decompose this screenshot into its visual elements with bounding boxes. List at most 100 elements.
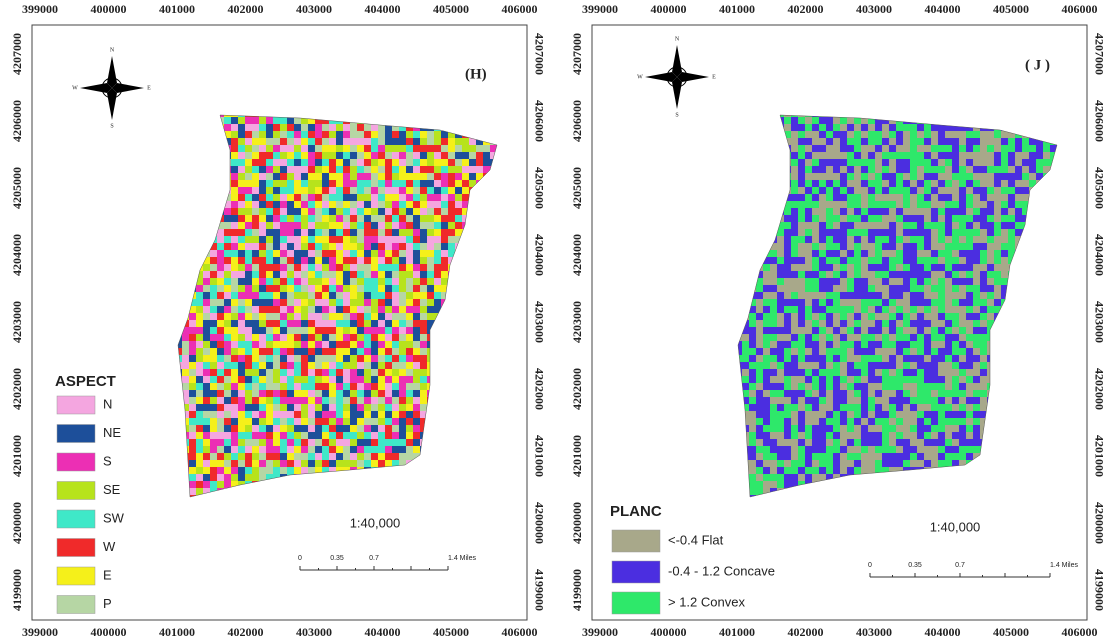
- raster-cell: [427, 257, 434, 264]
- raster-cell: [357, 376, 364, 383]
- raster-cell: [805, 306, 812, 313]
- raster-cell: [217, 467, 224, 474]
- raster-cell: [259, 369, 266, 376]
- raster-cell: [301, 313, 308, 320]
- raster-cell: [210, 383, 217, 390]
- x-coordinate-label: 405000: [433, 2, 469, 16]
- raster-cell: [357, 327, 364, 334]
- raster-cell: [420, 166, 427, 173]
- raster-cell: [868, 250, 875, 257]
- raster-cell: [819, 404, 826, 411]
- raster-cell: [777, 432, 784, 439]
- raster-cell: [350, 446, 357, 453]
- raster-cell: [798, 138, 805, 145]
- raster-cell: [378, 418, 385, 425]
- raster-cell: [371, 362, 378, 369]
- raster-cell: [854, 229, 861, 236]
- raster-cell: [294, 264, 301, 271]
- raster-cell: [952, 418, 959, 425]
- raster-cell: [812, 327, 819, 334]
- raster-cell: [336, 271, 343, 278]
- raster-cell: [406, 355, 413, 362]
- raster-cell: [994, 257, 1001, 264]
- raster-cell: [322, 285, 329, 292]
- raster-cell: [273, 250, 280, 257]
- raster-cell: [952, 411, 959, 418]
- raster-cell: [210, 299, 217, 306]
- raster-cell: [224, 292, 231, 299]
- raster-cell: [301, 327, 308, 334]
- legend-swatch: [57, 596, 95, 614]
- raster-cell: [868, 320, 875, 327]
- raster-cell: [308, 278, 315, 285]
- raster-cell: [406, 327, 413, 334]
- raster-cell: [238, 306, 245, 313]
- raster-cell: [917, 159, 924, 166]
- raster-cell: [896, 369, 903, 376]
- raster-cell: [357, 236, 364, 243]
- raster-cell: [357, 355, 364, 362]
- raster-cell: [427, 131, 434, 138]
- raster-cell: [315, 306, 322, 313]
- raster-cell: [847, 369, 854, 376]
- raster-cell: [413, 152, 420, 159]
- raster-cell: [371, 341, 378, 348]
- raster-cell: [245, 446, 252, 453]
- raster-cell: [882, 285, 889, 292]
- raster-cell: [308, 222, 315, 229]
- raster-cell: [980, 278, 987, 285]
- raster-cell: [420, 348, 427, 355]
- raster-cell: [336, 376, 343, 383]
- raster-cell: [462, 180, 469, 187]
- raster-cell: [868, 299, 875, 306]
- raster-cell: [259, 152, 266, 159]
- raster-cell: [245, 299, 252, 306]
- raster-cell: [350, 215, 357, 222]
- raster-cell: [259, 313, 266, 320]
- raster-cell: [889, 285, 896, 292]
- raster-cell: [231, 124, 238, 131]
- raster-cell: [896, 264, 903, 271]
- raster-cell: [301, 264, 308, 271]
- raster-cell: [847, 348, 854, 355]
- raster-cell: [840, 313, 847, 320]
- raster-cell: [896, 145, 903, 152]
- raster-cell: [777, 292, 784, 299]
- raster-cell: [259, 138, 266, 145]
- raster-cell: [763, 383, 770, 390]
- raster-cell: [196, 355, 203, 362]
- raster-cell: [973, 299, 980, 306]
- raster-cell: [224, 278, 231, 285]
- raster-cell: [322, 222, 329, 229]
- raster-cell: [833, 229, 840, 236]
- raster-cell: [1001, 173, 1008, 180]
- raster-cell: [322, 327, 329, 334]
- raster-cell: [931, 411, 938, 418]
- raster-cell: [931, 229, 938, 236]
- raster-cell: [924, 299, 931, 306]
- raster-cell: [756, 327, 763, 334]
- raster-cell: [322, 180, 329, 187]
- raster-cell: [945, 138, 952, 145]
- raster-cell: [882, 341, 889, 348]
- raster-cell: [315, 320, 322, 327]
- raster-cell: [973, 229, 980, 236]
- raster-cell: [910, 376, 917, 383]
- raster-cell: [231, 257, 238, 264]
- raster-cell: [798, 348, 805, 355]
- raster-cell: [777, 306, 784, 313]
- raster-cell: [364, 376, 371, 383]
- raster-cell: [406, 334, 413, 341]
- raster-cell: [427, 313, 434, 320]
- raster-cell: [245, 229, 252, 236]
- raster-cell: [224, 341, 231, 348]
- raster-cell: [364, 257, 371, 264]
- x-coordinate-label: 405000: [433, 625, 469, 639]
- raster-cell: [987, 236, 994, 243]
- raster-cell: [322, 313, 329, 320]
- raster-cell: [833, 173, 840, 180]
- raster-cell: [959, 313, 966, 320]
- raster-cell: [889, 404, 896, 411]
- raster-cell: [266, 439, 273, 446]
- raster-cell: [301, 390, 308, 397]
